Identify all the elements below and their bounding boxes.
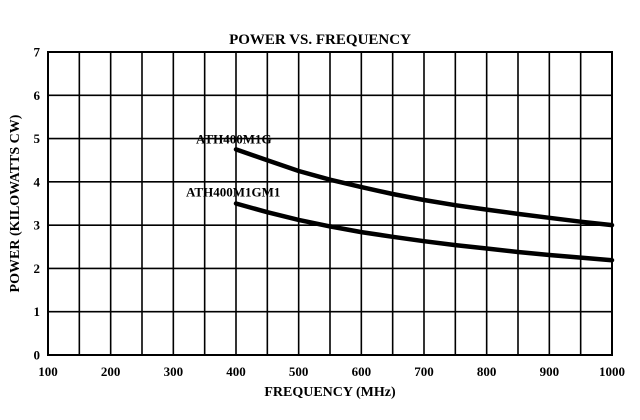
series-line-ath400m1g [233, 147, 615, 228]
y-tick-label: 2 [34, 261, 41, 276]
chart-title: POWER VS. FREQUENCY [229, 32, 411, 48]
x-tick-label: 600 [352, 364, 372, 379]
x-tick-label: 400 [226, 364, 246, 379]
x-axis-label: FREQUENCY (MHz) [264, 385, 396, 400]
x-tick-label: 700 [414, 364, 434, 379]
x-tick-label: 900 [540, 364, 560, 379]
y-tick-label: 1 [34, 304, 41, 319]
series-line-ath400m1gm1 [233, 201, 615, 263]
series-label-ath400m1g: ATH400M1G [196, 131, 272, 146]
x-tick-label: 800 [477, 364, 497, 379]
x-tick-labels: 100 200 300 400 500 600 700 800 900 1000 [38, 364, 625, 379]
x-tick-label: 300 [164, 364, 184, 379]
y-tick-label: 7 [34, 45, 41, 60]
y-axis-label: POWER (KILOWATTS CW) [8, 114, 23, 292]
series-label-ath400m1gm1: ATH400M1GM1 [186, 185, 280, 200]
plot-frame [47, 51, 613, 356]
x-tick-label: 1000 [599, 364, 625, 379]
series-labels: ATH400M1G ATH400M1GM1 [186, 131, 280, 199]
y-tick-label: 6 [34, 88, 41, 103]
x-tick-label: 500 [289, 364, 309, 379]
y-tick-label: 5 [34, 131, 41, 146]
grid [48, 52, 612, 355]
x-tick-label: 100 [38, 364, 58, 379]
y-tick-label: 0 [34, 348, 41, 363]
x-tick-label: 200 [101, 364, 121, 379]
y-tick-labels: 0 1 2 3 4 5 6 7 [34, 45, 41, 363]
y-tick-label: 3 [34, 218, 41, 233]
y-tick-label: 4 [34, 174, 41, 189]
series-group [233, 147, 615, 263]
